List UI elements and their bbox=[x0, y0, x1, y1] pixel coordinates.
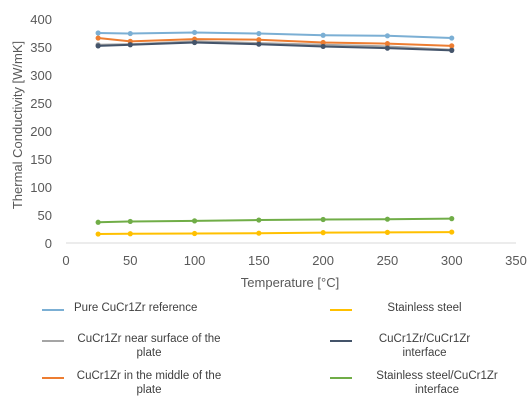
data-point bbox=[320, 32, 326, 38]
legend-item-pure-reference: Pure CuCr1Zr reference bbox=[42, 301, 197, 315]
y-tick-label: 250 bbox=[30, 96, 52, 111]
y-tick-label: 50 bbox=[38, 208, 52, 223]
data-point bbox=[95, 43, 101, 49]
legend-swatch bbox=[42, 340, 64, 342]
data-point bbox=[256, 30, 262, 37]
series-line bbox=[98, 231, 452, 236]
x-tick-label: 0 bbox=[62, 253, 69, 268]
legend-swatch bbox=[330, 377, 352, 379]
data-point bbox=[384, 41, 391, 47]
legend-label: CuCr1Zr near surface of the plate bbox=[77, 333, 221, 359]
x-axis-title: Temperature [°C] bbox=[241, 275, 339, 290]
data-point bbox=[191, 218, 198, 224]
data-point bbox=[95, 219, 101, 225]
data-point bbox=[320, 39, 326, 46]
series-4 bbox=[95, 229, 455, 237]
y-axis-title: Thermal Conductivity [W/mK] bbox=[10, 41, 25, 209]
series-line bbox=[98, 31, 452, 40]
data-point bbox=[320, 216, 326, 223]
y-tick-label: 200 bbox=[30, 124, 52, 139]
x-tick-label: 150 bbox=[248, 253, 270, 268]
line-chart: 0 50 100 150 200 250 300 350 400 0 50 100 150 200 250… bbox=[10, 12, 527, 290]
data-point bbox=[449, 35, 455, 41]
y-tick-label: 400 bbox=[30, 12, 52, 27]
legend-label: Pure CuCr1Zr reference bbox=[74, 302, 198, 314]
series-6 bbox=[95, 216, 455, 225]
y-tick-label: 150 bbox=[30, 152, 52, 167]
data-point bbox=[449, 229, 455, 235]
data-point bbox=[191, 39, 198, 46]
x-tick-label: 350 bbox=[505, 253, 527, 268]
data-point bbox=[449, 47, 455, 53]
legend-label: CuCr1Zr/CuCr1Zr interface bbox=[378, 333, 471, 359]
series-1 bbox=[95, 29, 455, 41]
data-point bbox=[449, 43, 455, 49]
legend-item-near-surface: CuCr1Zr near surface of the plate bbox=[42, 332, 224, 360]
data-point bbox=[256, 37, 262, 43]
data-point bbox=[95, 35, 101, 41]
data-point bbox=[256, 217, 262, 223]
data-point bbox=[384, 45, 391, 51]
data-point bbox=[384, 33, 391, 39]
x-tick-label: 200 bbox=[312, 253, 334, 268]
data-point bbox=[95, 231, 101, 237]
y-tick-label: 350 bbox=[30, 40, 52, 55]
data-point bbox=[384, 229, 391, 235]
series-line bbox=[98, 217, 452, 224]
legend-swatch bbox=[42, 377, 64, 379]
x-tick-label: 250 bbox=[377, 253, 399, 268]
data-point bbox=[320, 43, 326, 50]
legend-swatch bbox=[330, 340, 352, 342]
legend-item-steel-cucr-interface: Stainless steel/CuCr1Zr interface bbox=[330, 369, 512, 397]
x-tick-label: 50 bbox=[123, 253, 137, 268]
data-point bbox=[449, 216, 455, 222]
y-axis-ticks: 0 50 100 150 200 250 300 350 400 bbox=[30, 12, 52, 251]
data-point bbox=[127, 42, 133, 48]
data-point bbox=[191, 29, 198, 36]
data-point bbox=[95, 30, 101, 36]
legend-item-middle-plate: CuCr1Zr in the middle of the plate bbox=[42, 369, 224, 397]
legend-swatch bbox=[330, 309, 352, 311]
series-layer bbox=[95, 29, 455, 237]
data-point bbox=[191, 230, 198, 237]
legend: Pure CuCr1Zr reference CuCr1Zr near surf… bbox=[0, 296, 528, 397]
legend-label: Stainless steel/CuCr1Zr interface bbox=[376, 370, 498, 396]
data-point bbox=[256, 230, 262, 236]
legend-label: Stainless steel bbox=[387, 302, 462, 314]
data-point bbox=[127, 231, 133, 237]
legend-swatch bbox=[42, 309, 64, 311]
data-point bbox=[384, 216, 391, 222]
data-point bbox=[127, 30, 133, 37]
y-tick-label: 0 bbox=[45, 236, 52, 251]
y-tick-label: 100 bbox=[30, 180, 52, 195]
series-5 bbox=[95, 39, 455, 53]
x-axis-ticks: 0 50 100 150 200 250 300 350 bbox=[62, 253, 526, 268]
legend-item-cucr-interface: CuCr1Zr/CuCr1Zr interface bbox=[330, 332, 487, 360]
legend-item-stainless-steel: Stainless steel bbox=[330, 301, 487, 315]
x-tick-label: 300 bbox=[441, 253, 463, 268]
y-tick-label: 300 bbox=[30, 68, 52, 83]
data-point bbox=[320, 230, 326, 236]
x-tick-label: 100 bbox=[184, 253, 206, 268]
legend-label: CuCr1Zr in the middle of the plate bbox=[76, 370, 222, 396]
data-point bbox=[256, 41, 262, 47]
data-point bbox=[127, 218, 133, 225]
